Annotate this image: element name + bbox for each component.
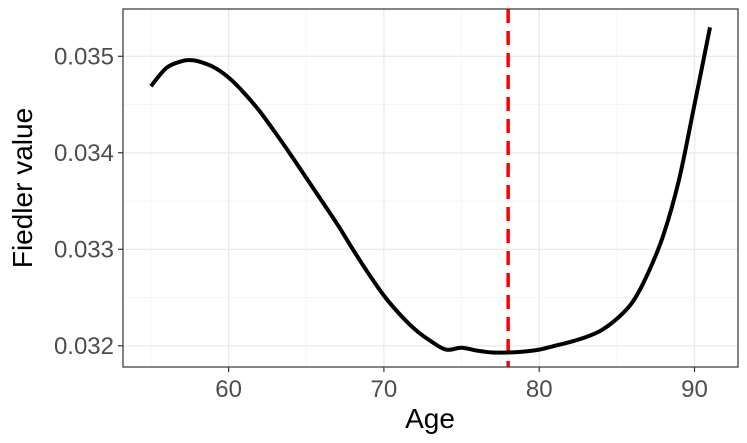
x-tick-label: 60 [215,376,242,403]
y-axis: 0.032 0.033 0.034 0.035 [54,43,123,360]
x-axis: 60 70 80 90 [215,367,708,403]
y-axis-title: Fiedler value [7,108,38,268]
x-tick-label: 80 [526,376,553,403]
x-tick-label: 90 [681,376,708,403]
y-tick-label: 0.033 [54,236,114,263]
y-tick-label: 0.032 [54,333,114,360]
series-layer [149,26,712,355]
fiedler-curve [149,26,712,355]
y-tick-label: 0.034 [54,140,114,167]
y-tick-label: 0.035 [54,43,114,70]
grid-layer [123,9,738,367]
x-axis-title: Age [405,403,455,434]
plot-border [122,8,739,368]
plot-panel [123,9,738,367]
x-tick-label: 70 [371,376,398,403]
